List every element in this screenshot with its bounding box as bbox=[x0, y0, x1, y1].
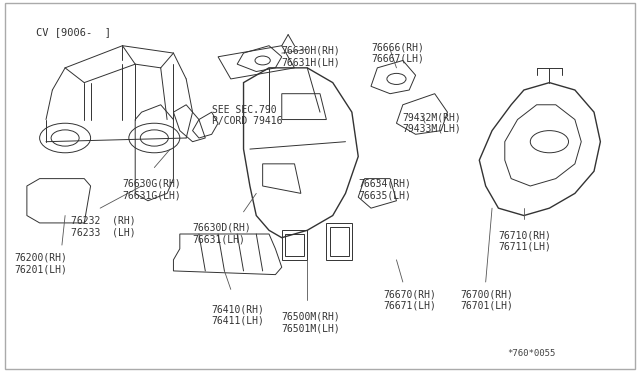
Text: 76630G(RH)
76631G(LH): 76630G(RH) 76631G(LH) bbox=[122, 179, 181, 200]
Text: *760*0055: *760*0055 bbox=[508, 349, 556, 358]
Text: 76410(RH)
76411(LH): 76410(RH) 76411(LH) bbox=[212, 304, 264, 326]
Text: 79432M(RH)
79433M(LH): 79432M(RH) 79433M(LH) bbox=[403, 112, 461, 134]
Text: SEE SEC.790
P/CORD 79416: SEE SEC.790 P/CORD 79416 bbox=[212, 105, 282, 126]
Text: 76232  (RH)
76233  (LH): 76232 (RH) 76233 (LH) bbox=[72, 215, 136, 237]
Text: CV [9006-  ]: CV [9006- ] bbox=[36, 27, 111, 37]
Text: 76710(RH)
76711(LH): 76710(RH) 76711(LH) bbox=[499, 230, 551, 252]
Text: 76630H(RH)
76631H(LH): 76630H(RH) 76631H(LH) bbox=[282, 46, 340, 67]
Text: 76500M(RH)
76501M(LH): 76500M(RH) 76501M(LH) bbox=[282, 311, 340, 333]
Text: 76200(RH)
76201(LH): 76200(RH) 76201(LH) bbox=[14, 253, 67, 274]
Text: 76634(RH)
76635(LH): 76634(RH) 76635(LH) bbox=[358, 179, 411, 200]
Text: 76670(RH)
76671(LH): 76670(RH) 76671(LH) bbox=[384, 289, 436, 311]
Text: 76700(RH)
76701(LH): 76700(RH) 76701(LH) bbox=[460, 289, 513, 311]
Text: 76666(RH)
76667(LH): 76666(RH) 76667(LH) bbox=[371, 42, 424, 64]
Text: 76630D(RH)
76631(LH): 76630D(RH) 76631(LH) bbox=[193, 223, 252, 244]
